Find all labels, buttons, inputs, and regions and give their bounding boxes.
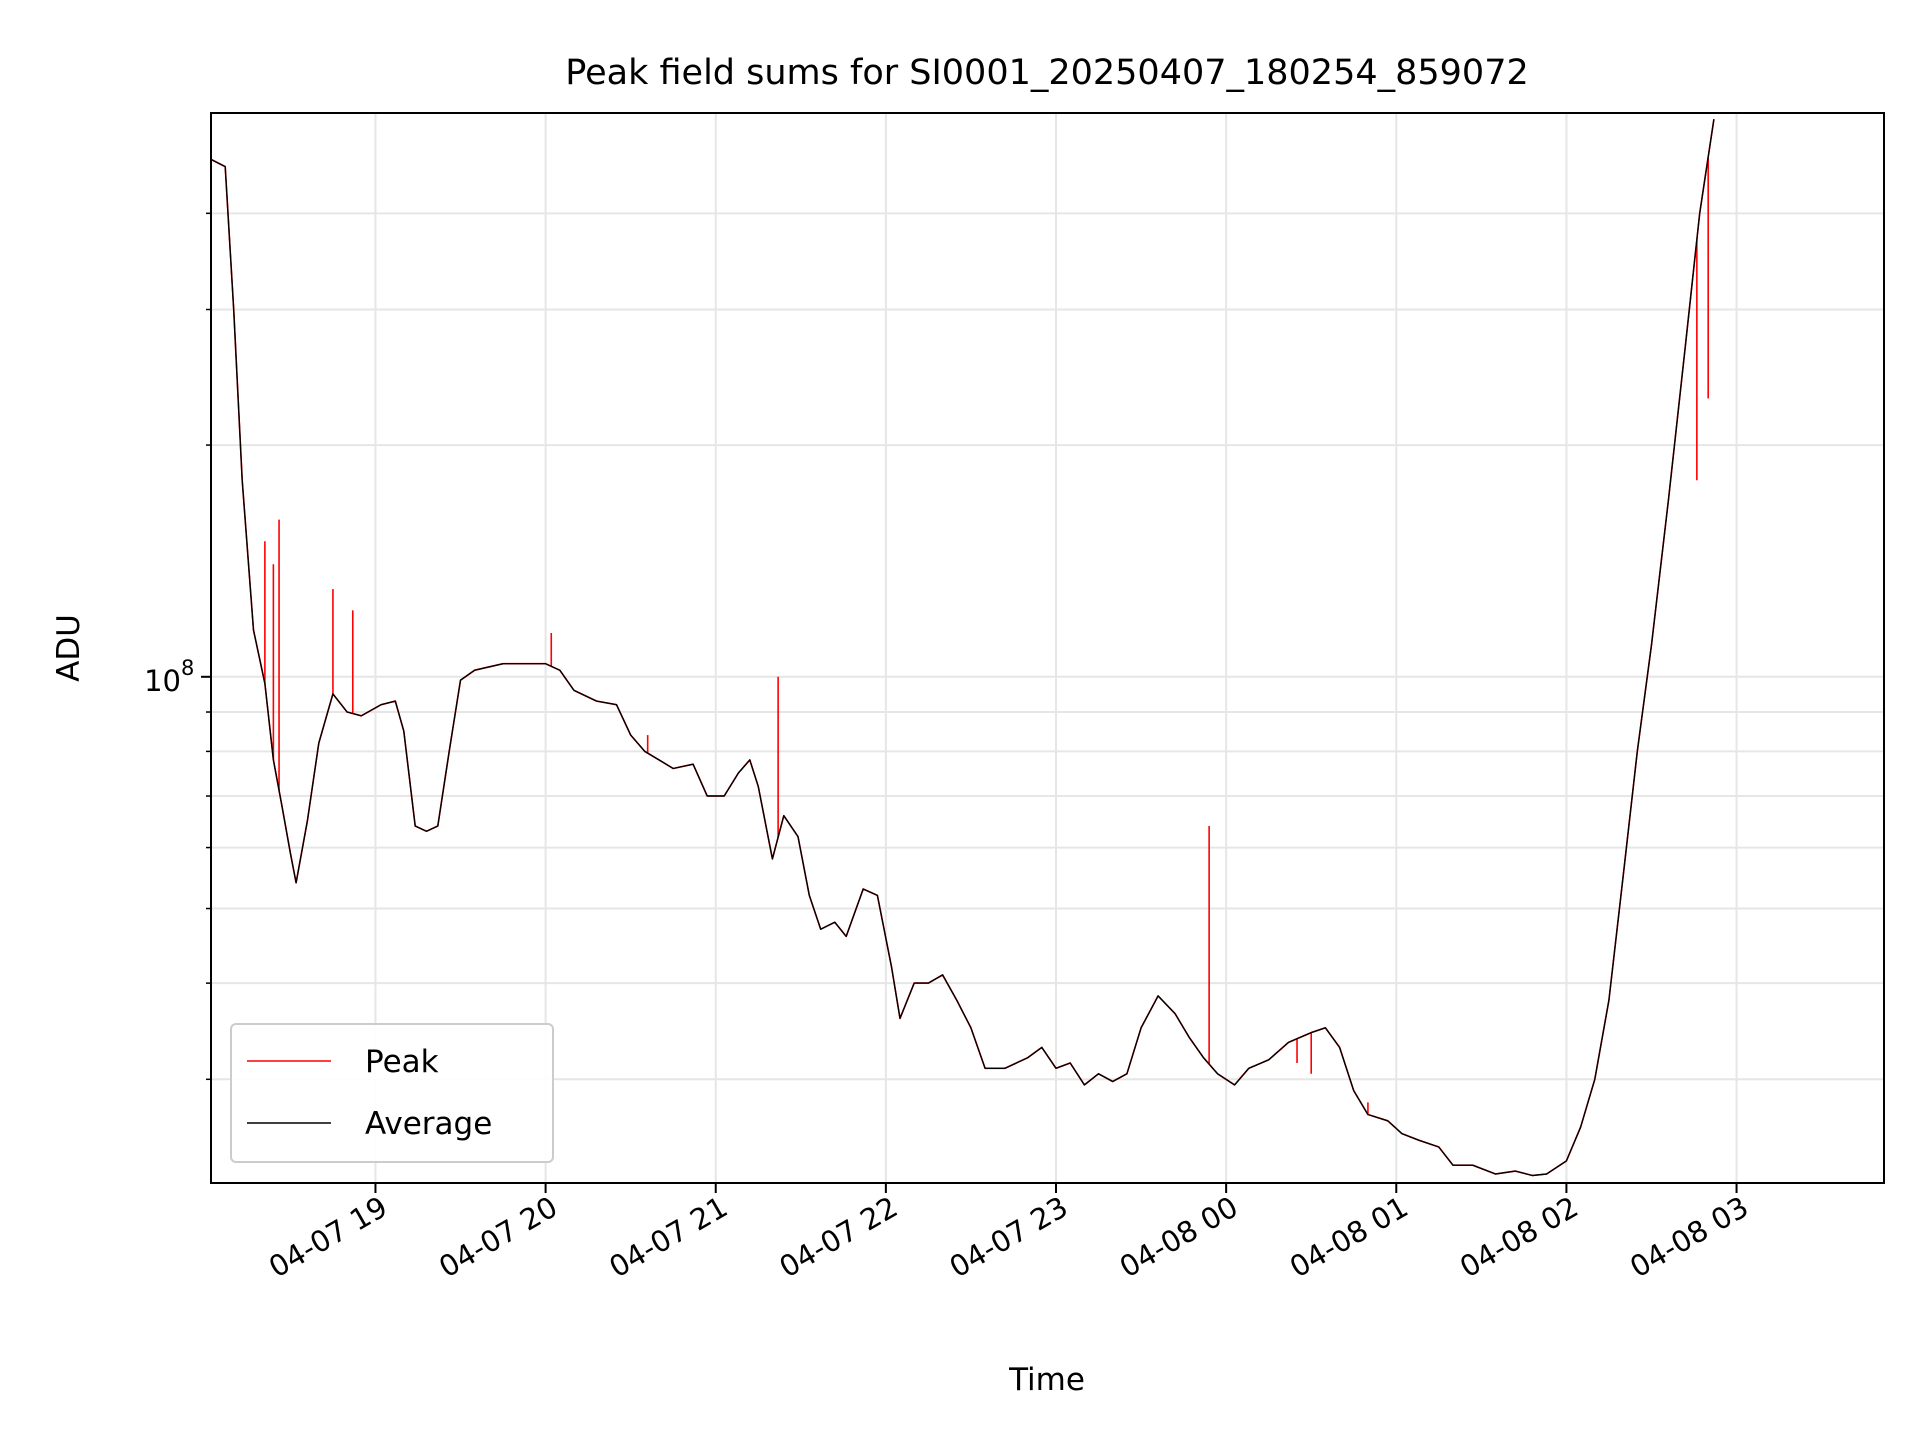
x-axis-label: Time	[1008, 1362, 1085, 1398]
y-tick-label-exponent: 8	[181, 656, 194, 680]
plot-frame	[210, 112, 1885, 1184]
series-layer	[210, 119, 1715, 1177]
legend: Peak Average	[230, 1023, 554, 1163]
grid	[211, 113, 1884, 1183]
legend-average-label: Average	[365, 1106, 492, 1142]
legend-box	[230, 1023, 554, 1163]
average-series-line	[210, 119, 1715, 1177]
chart-title: Peak field sums for SI0001_20250407_1802…	[565, 53, 1528, 93]
y-tick-label-base: 10	[144, 664, 181, 698]
legend-peak-label: Peak	[365, 1044, 439, 1080]
y-axis-label: ADU	[51, 614, 87, 682]
